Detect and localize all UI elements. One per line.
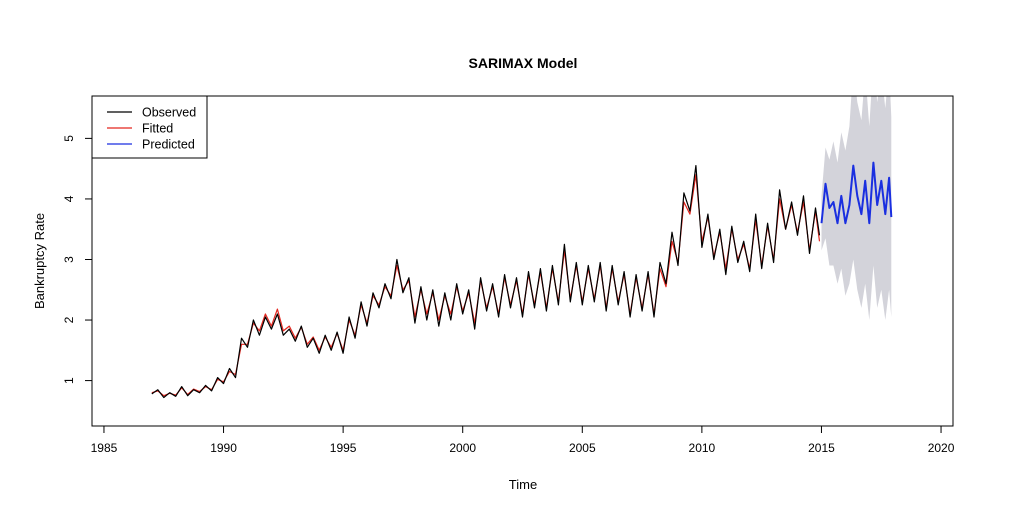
x-axis: 1985 1990 1995 2000 2005 2010 2015 2020 [91,425,955,455]
x-tick-label: 1985 [91,441,118,455]
prediction-interval-band [821,96,892,320]
x-tick-label: 2015 [808,441,835,455]
legend-label-fitted: Fitted [142,122,173,136]
plot-frame [91,95,954,427]
x-tick-label: 2010 [689,441,716,455]
x-tick-label: 1995 [330,441,357,455]
x-tick-label: 2000 [449,441,476,455]
series-line-observed [151,165,821,399]
legend-label-predicted: Predicted [142,138,195,152]
legend: Observed Fitted Predicted [91,95,208,159]
y-tick-label: 5 [62,135,76,142]
x-tick-label: 2020 [928,441,955,455]
x-tick-label: 1990 [210,441,237,455]
y-tick-label: 2 [62,316,76,323]
legend-box [91,95,208,159]
chart-title: SARIMAX Model [469,55,578,71]
series-line-fitted [151,174,821,397]
y-axis: 1 2 3 4 5 [62,135,93,384]
y-tick-label: 1 [62,377,76,384]
legend-label-observed: Observed [142,106,196,120]
series-line-predicted [820,161,893,225]
x-axis-label: Time [509,477,537,492]
x-tick-label: 2005 [569,441,596,455]
y-axis-label: Bankruptcy Rate [32,213,47,309]
y-tick-label: 3 [62,256,76,263]
y-tick-label: 4 [62,195,76,202]
